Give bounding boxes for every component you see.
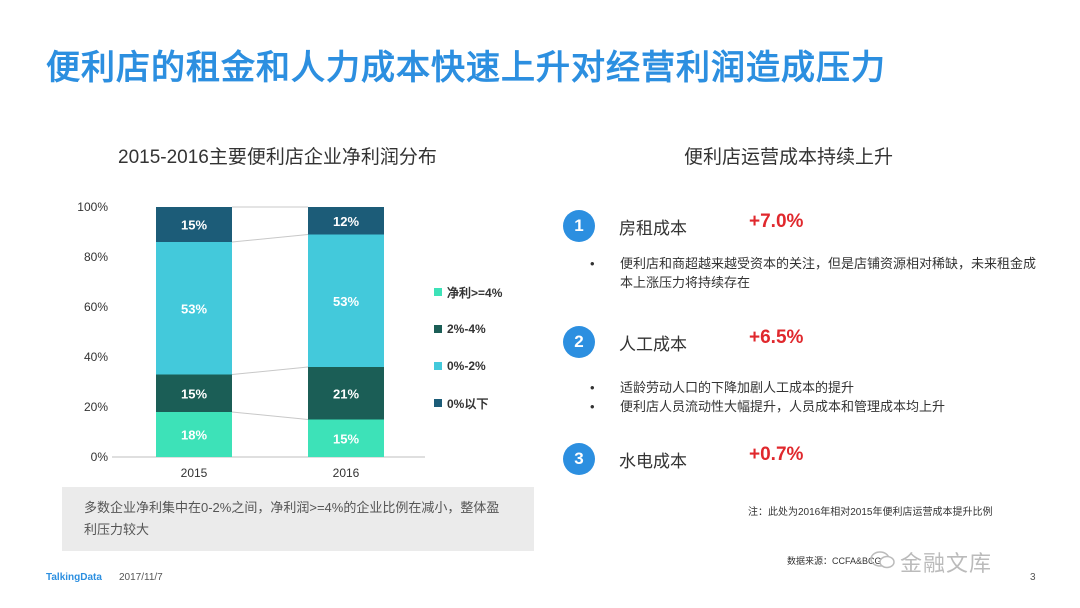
bar-segment <box>308 234 384 367</box>
bullet-item: 适龄劳动人口的下降加剧人工成本的提升 <box>590 378 1038 397</box>
chart-legend: 净利>=4% 2%-4% 0%-2% 0%以下 <box>434 283 502 431</box>
number-badge: 2 <box>563 326 595 358</box>
footer-brand: TalkingData <box>46 572 102 583</box>
y-tick-label: 0% <box>91 450 109 464</box>
cost-label: 人工成本 <box>619 335 687 354</box>
legend-label: 0%-2% <box>447 359 486 373</box>
data-label: 53% <box>181 301 207 316</box>
cost-label: 水电成本 <box>619 452 687 471</box>
y-tick-label: 60% <box>84 300 108 314</box>
data-label: 18% <box>181 428 207 443</box>
bar-segment <box>156 242 232 375</box>
cost-label: 房租成本 <box>619 219 687 238</box>
data-label: 15% <box>181 386 207 401</box>
page-number: 3 <box>1030 572 1036 583</box>
data-label: 21% <box>333 386 359 401</box>
page-title: 便利店的租金和人力成本快速上升对经营利润造成压力 <box>46 49 886 87</box>
connector-line <box>231 366 309 375</box>
legend-swatch <box>434 325 442 333</box>
labor-bullets: 适龄劳动人口的下降加剧人工成本的提升 便利店人员流动性大幅提升，人员成本和管理成… <box>590 378 1038 416</box>
number-badge: 1 <box>563 210 595 242</box>
y-tick-label: 20% <box>84 400 108 414</box>
data-source: 数据来源：CCFA&BCG <box>787 556 882 566</box>
cost-value: +0.7% <box>749 444 804 465</box>
bar-segment <box>308 207 384 235</box>
legend-item: 2%-4% <box>434 320 502 338</box>
legend-item: 净利>=4% <box>434 283 502 301</box>
y-tick-label: 80% <box>84 250 108 264</box>
data-label: 53% <box>333 294 359 309</box>
footnote: 注：此处为2016年相对2015年便利店运营成本提升比例 <box>748 507 993 518</box>
connector-line <box>231 411 309 420</box>
bullet-item: 便利店和商超越来越受资本的关注，但是店铺资源相对稀缺，未来租金成本上涨压力将持续… <box>590 254 1038 292</box>
data-label: 15% <box>181 218 207 233</box>
stacked-bar-chart: 0% 20% 40% 60% 80% 100% 18% 15% 53% 15% 2015 15% 21%… <box>77 200 425 480</box>
data-label: 12% <box>333 214 359 229</box>
bar-segment <box>156 412 232 457</box>
chart-summary: 多数企业净利集中在0-2%之间，净利润>=4%的企业比例在减小，整体盈利压力较大 <box>62 487 534 551</box>
watermark: 金融文库 <box>900 551 993 576</box>
number-badge: 3 <box>563 443 595 475</box>
legend-swatch <box>434 399 442 407</box>
legend-label: 2%-4% <box>447 322 486 336</box>
summary-text: 多数企业净利集中在0-2%之间，净利润>=4%的企业比例在减小，整体盈利压力较大 <box>84 500 500 537</box>
legend-item: 0%-2% <box>434 357 502 375</box>
y-tick-label: 40% <box>84 350 108 364</box>
footer-date: 2017/11/7 <box>119 572 163 583</box>
bar-segment <box>308 367 384 420</box>
bullet-item: 便利店人员流动性大幅提升，人员成本和管理成本均上升 <box>590 397 1038 416</box>
data-label: 15% <box>333 431 359 446</box>
x-tick-label: 2015 <box>181 466 208 480</box>
wechat-icon <box>870 551 895 569</box>
y-tick-label: 100% <box>77 200 108 214</box>
cost-section-title: 便利店运营成本持续上升 <box>684 147 894 168</box>
bar-segment <box>156 207 232 242</box>
legend-swatch <box>434 362 442 370</box>
rent-bullets: 便利店和商超越来越受资本的关注，但是店铺资源相对稀缺，未来租金成本上涨压力将持续… <box>590 254 1038 292</box>
legend-label: 0%以下 <box>447 396 489 411</box>
legend-swatch <box>434 288 442 296</box>
bar-segment <box>156 374 232 412</box>
bar-segment <box>308 419 384 457</box>
cost-value: +6.5% <box>749 327 804 348</box>
cost-value: +7.0% <box>749 211 804 232</box>
connector-line <box>231 234 309 243</box>
x-tick-label: 2016 <box>333 466 360 480</box>
legend-label: 净利>=4% <box>447 285 503 300</box>
chart-title: 2015-2016主要便利店企业净利润分布 <box>118 147 437 168</box>
legend-item: 0%以下 <box>434 394 502 412</box>
